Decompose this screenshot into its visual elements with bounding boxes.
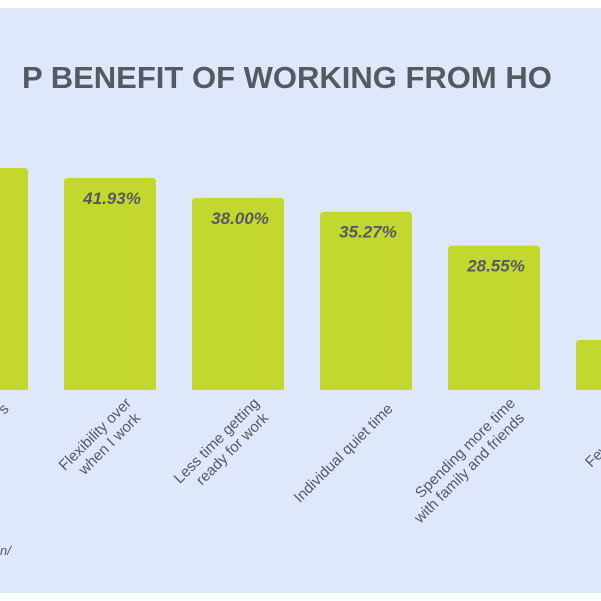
value-label: 38.00%	[211, 209, 269, 228]
chart-title: P BENEFIT OF WORKING FROM HO	[22, 60, 552, 95]
bar	[448, 245, 540, 390]
source: n/	[0, 543, 12, 558]
value-label: 28.55%	[466, 257, 525, 276]
value-label: 35.27%	[339, 223, 397, 242]
bar	[320, 211, 412, 390]
bar	[0, 168, 28, 390]
bar	[576, 339, 601, 390]
bar	[64, 178, 156, 390]
value-label: 41.93%	[82, 189, 141, 208]
bar	[192, 197, 284, 390]
